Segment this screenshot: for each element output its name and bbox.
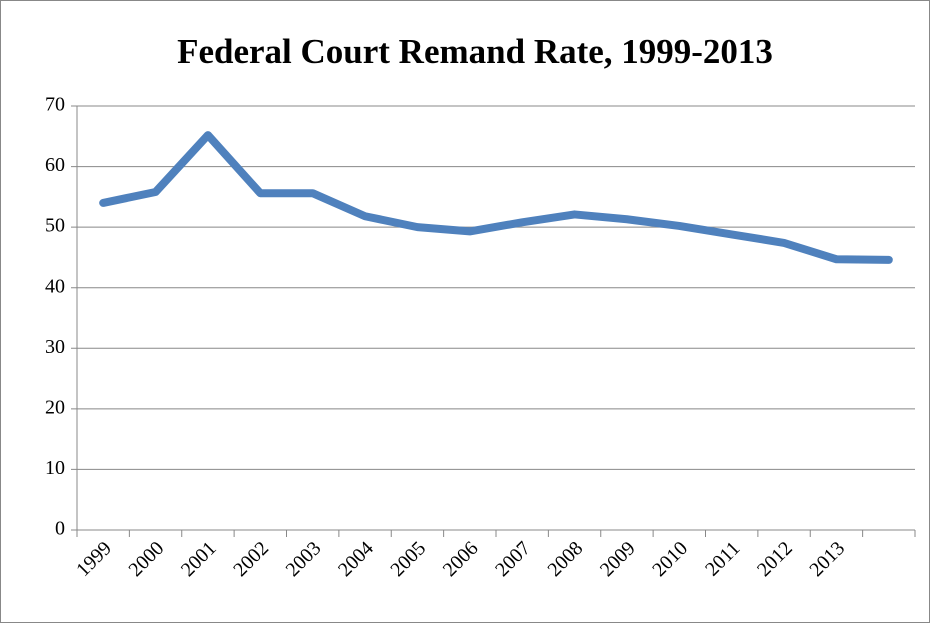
y-tick-label: 70 <box>45 94 65 116</box>
y-tick-label: 50 <box>45 215 65 237</box>
y-tick-label: 40 <box>45 275 65 297</box>
y-tick-label: 60 <box>45 154 65 176</box>
line-series <box>99 131 893 264</box>
y-tick-label: 0 <box>55 518 65 540</box>
chart-title: Federal Court Remand Rate, 1999-2013 <box>177 32 773 71</box>
y-tick-label: 20 <box>45 396 65 418</box>
y-tick-label: 10 <box>45 457 65 479</box>
y-tick-label: 30 <box>45 336 65 358</box>
